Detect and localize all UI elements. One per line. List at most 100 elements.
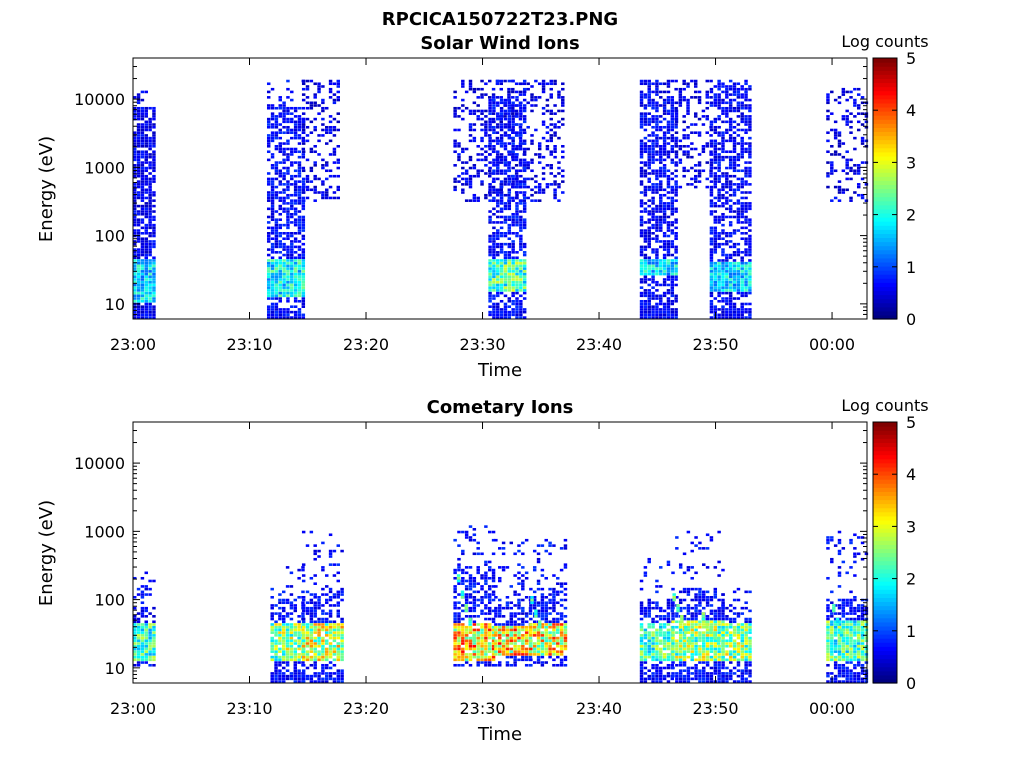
spectrogram-cell [340,642,343,645]
spectrogram-cell [515,259,518,262]
spectrogram-cell [141,197,144,200]
spectrogram-cell [286,221,289,224]
spectrogram-cell [282,656,285,659]
spectrogram-cell [740,140,743,143]
spectrogram-cell [674,107,677,110]
spectrogram-cell [706,91,709,94]
spectrogram-cell [519,305,522,308]
spectrogram-cell [523,118,526,121]
spectrogram-cell [740,121,743,124]
spectrogram-cell [513,631,516,634]
spectrogram-cell [329,634,332,637]
spectrogram-cell [655,118,658,121]
spectrogram-cell [498,612,501,615]
spectrogram-cell [529,618,532,621]
spectrogram-cell [510,640,513,643]
spectrogram-cell [561,169,564,172]
spectrogram-cell [152,224,155,227]
spectrogram-cell [694,148,697,151]
spectrogram-cell [710,153,713,156]
spectrogram-cell [488,626,491,629]
spectrogram-cell [290,183,293,186]
spectrogram-cell [488,262,491,265]
spectrogram-cell [496,131,499,134]
spectrogram-cell [710,186,713,189]
spectrogram-cell [496,80,499,83]
spectrogram-cell [329,121,332,124]
spectrogram-cell [267,265,270,268]
spectrogram-cell [717,237,720,240]
spectrogram-cell [290,221,293,224]
spectrogram-cell [137,631,140,634]
spectrogram-cell [496,305,499,308]
spectrogram-cell [337,631,340,634]
spectrogram-cell [515,273,518,276]
spectrogram-cell [729,88,732,91]
spectrogram-cell [302,618,305,621]
spectrogram-cell [710,142,713,145]
spectrogram-cell [133,653,136,656]
spectrogram-cell [655,216,658,219]
spectrogram-cell [492,311,495,314]
spectrogram-cell [725,156,728,159]
spectrogram-cell [141,292,144,295]
spectrogram-cell [290,178,293,181]
spectrogram-cell [500,161,503,164]
spectrogram-cell [137,295,140,298]
spectrogram-cell [337,623,340,626]
spectrogram-cell [476,553,479,556]
spectrogram-cell [313,82,316,85]
spectrogram-cell [500,267,503,270]
spectrogram-cell [279,208,282,211]
spectrogram-cell [506,656,509,659]
spectrogram-cell [671,267,674,270]
spectrogram-cell [461,80,464,83]
spectrogram-cell [519,175,522,178]
spectrogram-cell [659,96,662,99]
spectrogram-cell [469,156,472,159]
spectrogram-cell [137,273,140,276]
spectrogram-cell [511,278,514,281]
spectrogram-cell [465,531,468,534]
spectrogram-cell [270,650,273,653]
spectrogram-cell [286,637,289,640]
spectrogram-cell [515,96,518,99]
spectrogram-cell [729,199,732,202]
spectrogram-cell [294,191,297,194]
spectrogram-cell [325,626,328,629]
spectrogram-cell [275,218,278,221]
spectrogram-cell [313,667,316,670]
spectrogram-cell [325,680,328,683]
spectrogram-cell [476,169,479,172]
spectrogram-cell [725,297,728,300]
spectrogram-cell [492,659,495,662]
spectrogram-cell [748,99,751,102]
spectrogram-cell [325,107,328,110]
spectrogram-cell [500,216,503,219]
spectrogram-cell [651,134,654,137]
spectrogram-cell [659,273,662,276]
spectrogram-cell [737,142,740,145]
spectrogram-cell [145,289,148,292]
spectrogram-cell [133,224,136,227]
spectrogram-cell [275,229,278,232]
spectrogram-cell [492,295,495,298]
spectrogram-cell [286,129,289,132]
spectrogram-cell [282,142,285,145]
spectrogram-cell [453,607,456,610]
spectrogram-cell [133,218,136,221]
spectrogram-cell [148,118,151,121]
spectrogram-cell [659,159,662,162]
spectrogram-cell [461,618,464,621]
spectrogram-cell [271,297,274,300]
spectrogram-cell [500,232,503,235]
spectrogram-cell [340,631,343,634]
spectrogram-cell [145,259,148,262]
spectrogram-cell [538,153,541,156]
spectrogram-cell [488,240,491,243]
spectrogram-cell [465,107,468,110]
spectrogram-cell [748,169,751,172]
spectrogram-cell [329,678,332,681]
spectrogram-cell [842,88,845,91]
spectrogram-cell [286,642,289,645]
